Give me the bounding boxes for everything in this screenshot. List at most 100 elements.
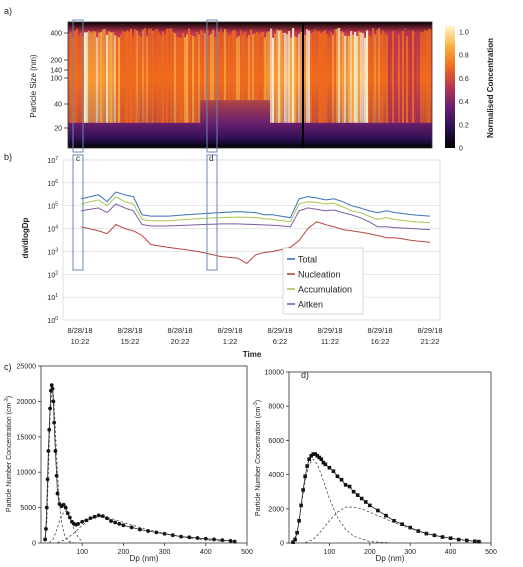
x-tick-label: 400	[445, 549, 457, 556]
heatmap-y-tick-label: 100	[50, 76, 62, 83]
legend-label: Total	[298, 255, 317, 265]
heatmap-column	[398, 34, 401, 123]
data-point	[440, 535, 445, 539]
heatmap-column	[294, 36, 297, 123]
panel-c-x-axis-label: Dp (nm)	[130, 554, 159, 563]
heatmap-column	[326, 34, 329, 123]
y-tick-label: 15000	[17, 434, 37, 441]
data-point	[359, 496, 364, 501]
colorbar-tick-label: 0.8	[459, 53, 469, 60]
heatmap-column	[198, 34, 201, 123]
heatmap-area	[68, 22, 432, 148]
heatmap-column	[228, 35, 231, 101]
panel-b-x-tick-time: 16:22	[371, 337, 390, 346]
panel-d-y-axis-label: Particle Number Concentration (cm-3)	[253, 400, 262, 516]
data-point	[96, 513, 101, 518]
x-tick-label: 400	[200, 549, 212, 556]
data-point	[50, 386, 55, 391]
y-tick-label: 10000	[17, 470, 37, 477]
heatmap-column	[204, 33, 207, 101]
heatmap-column	[406, 36, 409, 123]
heatmap-column	[284, 32, 287, 123]
panel-b-y-tick-label: 100	[47, 316, 58, 325]
heatmap-column	[252, 34, 255, 101]
heatmap-column	[322, 31, 325, 123]
heatmap-column	[94, 31, 97, 123]
heatmap-column	[178, 37, 181, 123]
heatmap-column	[140, 36, 143, 123]
panel-c: c) 100 200 300 400 5000500010000150002000025…	[4, 362, 253, 563]
panel-b-x-tick-date: 8/29/18	[417, 326, 442, 335]
heatmap-column	[148, 28, 151, 123]
data-point	[49, 383, 54, 388]
data-point	[477, 539, 481, 544]
data-point	[84, 518, 89, 523]
data-point	[400, 522, 404, 526]
panel-c-series	[43, 383, 237, 544]
heatmap-column	[128, 31, 131, 123]
y-tick-label: 0	[32, 541, 36, 548]
panel-b-x-axis-label: Time	[243, 350, 262, 359]
heatmap-column	[346, 35, 349, 123]
fit-mode-dashed-line	[57, 516, 227, 543]
panel-b-x-tick-date: 8/29/18	[317, 326, 342, 335]
heatmap-column	[110, 32, 113, 123]
heatmap-column	[282, 32, 285, 123]
heatmap-column	[408, 30, 411, 123]
panel-b-x-tick-time: 21:22	[421, 337, 440, 346]
panel-c-y-axis-label: Particle Number Concentration (cm-3)	[4, 396, 13, 512]
heatmap-column	[74, 30, 77, 123]
data-point	[297, 518, 301, 523]
heatmap-column	[336, 28, 339, 123]
heatmap-column	[318, 31, 321, 123]
panel-b-y-tick-label: 107	[47, 156, 58, 165]
heatmap-y-tick-label: 200	[50, 58, 62, 65]
heatmap-column	[410, 33, 413, 123]
heatmap-column	[348, 35, 351, 123]
colorbar-tick-label: 1.0	[459, 30, 469, 37]
data-point	[327, 465, 332, 470]
heatmap-column	[386, 35, 389, 123]
heatmap-column	[356, 35, 359, 123]
heatmap-column	[424, 29, 427, 123]
heatmap-column	[136, 30, 139, 123]
panel-c-plot-frame	[40, 365, 248, 544]
data-point	[376, 508, 380, 513]
measured-line	[292, 453, 479, 543]
heatmap-column	[166, 28, 169, 123]
heatmap-column	[308, 30, 311, 123]
heatmap-column	[78, 34, 81, 123]
panel-b-x-ticks: 8/28/18 10:22 8/28/18 15:22 8/28/18 20:22 8/29…	[67, 326, 442, 346]
panel-b: b) 100 101 102 103 104 105 106 107 8/28/18 10:22…	[4, 152, 443, 359]
panel-d-series	[291, 452, 483, 544]
legend-box	[282, 247, 364, 315]
panel-b-x-tick-date: 8/28/18	[67, 326, 92, 335]
heatmap-y-tick-label: 140	[50, 68, 62, 75]
data-point	[129, 525, 134, 530]
y-tick-label: 6000	[268, 438, 284, 445]
heatmap-column	[142, 29, 145, 123]
panel-b-x-tick-date: 8/28/18	[167, 326, 192, 335]
heatmap-column	[256, 31, 259, 101]
heatmap-column	[226, 31, 229, 101]
data-point	[331, 469, 336, 473]
x-tick-label: 200	[364, 549, 376, 556]
data-point	[313, 452, 318, 456]
heatmap-column	[214, 36, 217, 101]
panel-b-highlight-box-d	[206, 154, 218, 271]
heatmap-column	[324, 30, 327, 123]
data-point	[117, 521, 122, 526]
heatmap-column	[280, 30, 283, 123]
heatmap-columns	[68, 22, 432, 148]
data-point	[154, 530, 159, 535]
data-point	[368, 503, 372, 508]
heatmap-column	[332, 34, 335, 123]
data-point	[55, 491, 60, 496]
heatmap-column	[266, 32, 269, 101]
heatmap-column	[394, 33, 397, 123]
panel-b-label: b)	[4, 152, 12, 162]
heatmap-column	[412, 30, 415, 123]
heatmap-column	[374, 34, 377, 123]
